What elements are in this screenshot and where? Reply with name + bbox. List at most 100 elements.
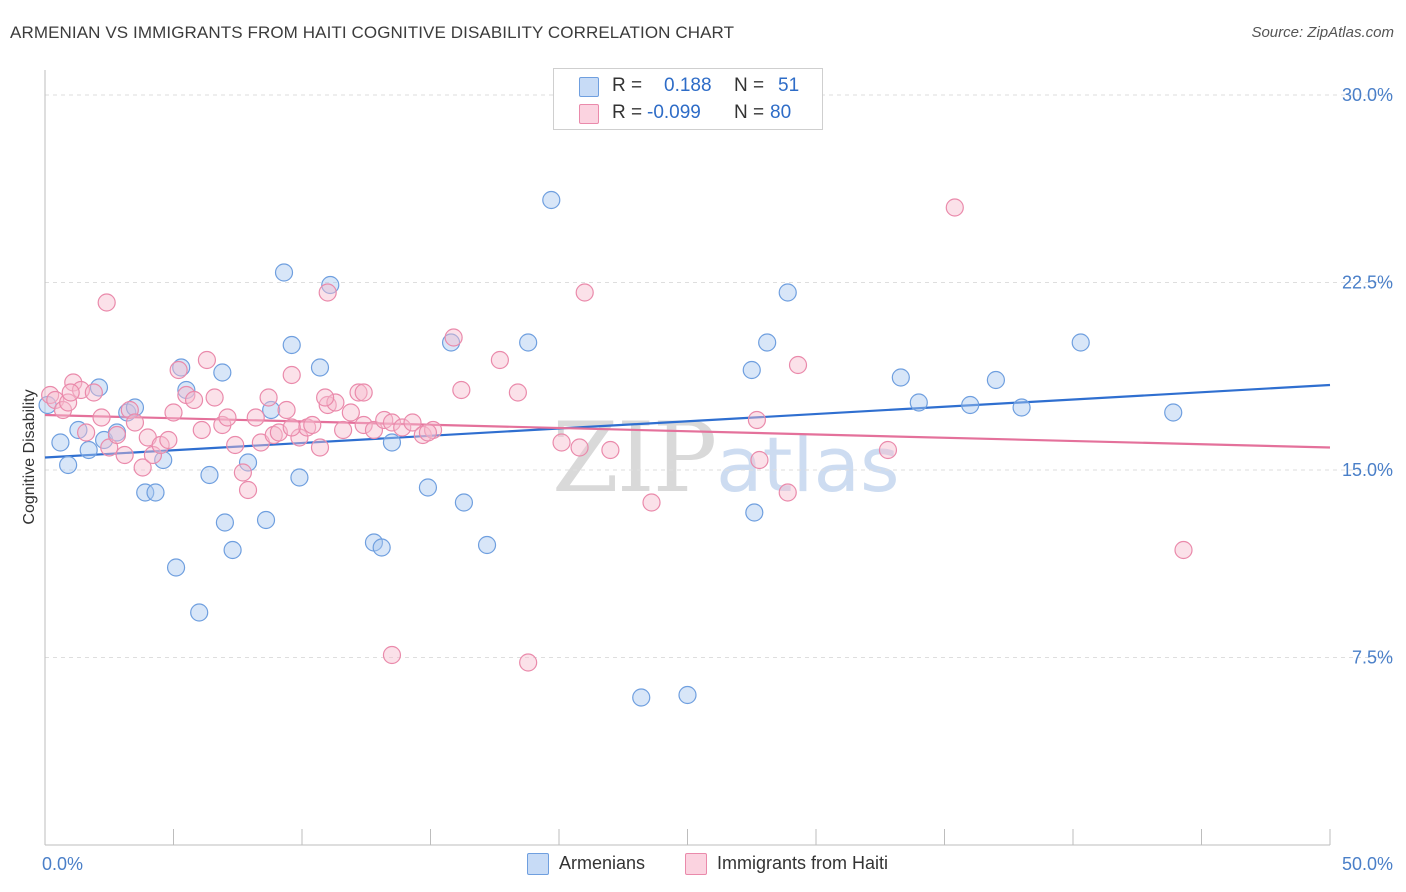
haiti-point-61 <box>552 433 571 452</box>
haiti-point-30 <box>238 480 258 500</box>
axes <box>44 70 1331 846</box>
haiti-point-79 <box>418 423 438 442</box>
armenian-point-12 <box>154 450 173 470</box>
haiti-n-label: N = <box>734 102 765 123</box>
haiti-point-69 <box>750 450 769 470</box>
haiti-point-73 <box>945 198 964 217</box>
haiti-point-49 <box>382 413 402 432</box>
armenians-swatch <box>579 77 599 97</box>
haiti-swatch <box>579 104 599 124</box>
haiti-point-60 <box>508 383 527 402</box>
armenian-point-22 <box>256 510 276 530</box>
haiti-point-25 <box>205 388 224 407</box>
armenian-point-41 <box>745 503 764 522</box>
armenian-point-16 <box>190 603 209 622</box>
armenian-point-5 <box>89 378 109 397</box>
haiti-trend-line <box>44 413 1331 449</box>
haiti-point-27 <box>218 408 237 427</box>
armenian-point-9 <box>125 398 145 417</box>
armenian-point-30 <box>372 538 391 557</box>
armenian-point-46 <box>961 395 980 415</box>
bottom-haiti-swatch <box>685 853 707 875</box>
legend-row-armenians: R = 0.188 N = 51 <box>554 73 820 99</box>
haiti-point-77 <box>282 418 301 437</box>
haiti-point-8 <box>92 408 111 427</box>
haiti-point-65 <box>642 493 661 512</box>
haiti-point-76 <box>354 383 373 402</box>
haiti-point-78 <box>316 388 335 407</box>
armenians-r-label: R = <box>612 75 643 96</box>
armenian-point-49 <box>1071 333 1090 352</box>
haiti-point-53 <box>423 420 443 440</box>
armenian-point-24 <box>274 263 294 282</box>
haiti-point-39 <box>298 418 317 437</box>
haiti-point-22 <box>184 390 204 410</box>
bottom-legend-haiti: Immigrants from Haiti <box>685 852 925 876</box>
haiti-point-46 <box>354 415 373 435</box>
haiti-point-34 <box>264 425 283 445</box>
armenian-point-47 <box>986 370 1006 390</box>
armenian-point-35 <box>477 535 497 555</box>
haiti-point-20 <box>169 360 188 380</box>
haiti-point-19 <box>164 403 183 422</box>
armenians-n-value: 51 <box>778 75 800 96</box>
haiti-point-37 <box>282 365 301 385</box>
armenian-point-1 <box>51 433 70 452</box>
haiti-point-14 <box>133 458 152 477</box>
haiti-n-value: 80 <box>770 102 792 123</box>
haiti-point-51 <box>403 413 422 432</box>
armenian-trend-line <box>44 383 1331 459</box>
source-label: Source: ZipAtlas.com <box>1251 24 1394 41</box>
x-tick-label-0: 0.0% <box>42 854 83 874</box>
haiti-point-29 <box>233 463 252 482</box>
haiti-point-57 <box>444 328 463 347</box>
armenian-point-45 <box>909 393 928 412</box>
chart-title: ARMENIAN VS IMMIGRANTS FROM HAITI COGNIT… <box>10 23 735 42</box>
haiti-point-18 <box>159 430 178 450</box>
armenian-point-17 <box>200 465 219 485</box>
haiti-point-59 <box>490 350 509 370</box>
armenian-point-18 <box>213 363 232 382</box>
armenian-point-43 <box>778 283 797 302</box>
haiti-point-40 <box>303 415 322 435</box>
armenian-point-31 <box>382 433 402 452</box>
x-tick-label-1: 50.0% <box>1342 854 1393 874</box>
armenian-point-33 <box>441 333 461 352</box>
haiti-point-28 <box>226 435 245 455</box>
armenians-r-value: 0.188 <box>664 75 712 96</box>
haiti-point-56 <box>349 383 368 402</box>
haiti-point-7 <box>84 383 103 402</box>
y-tick-label-3: 30.0% <box>1342 85 1393 105</box>
haiti-point-10 <box>107 425 127 445</box>
armenian-point-50 <box>1164 403 1183 422</box>
haiti-point-66 <box>519 653 538 672</box>
y-tick-label-0: 7.5% <box>1352 648 1393 668</box>
bottom-armenians-swatch <box>527 853 549 875</box>
bottom-armenians-label: Armenians <box>559 853 646 873</box>
armenian-point-32 <box>418 478 438 497</box>
haiti-point-74 <box>1174 540 1193 560</box>
haiti-r-label: R = <box>612 102 643 123</box>
grid-lines <box>45 94 1392 658</box>
data-points <box>38 190 1193 707</box>
haiti-point-68 <box>747 410 766 430</box>
armenian-point-39 <box>678 685 697 705</box>
legend-row-haiti: R = -0.099 N = 80 <box>554 100 820 126</box>
haiti-point-55 <box>318 283 337 302</box>
haiti-point-64 <box>601 440 620 460</box>
armenian-point-38 <box>632 688 651 707</box>
armenian-point-14 <box>172 358 191 377</box>
haiti-point-70 <box>778 483 797 502</box>
haiti-point-72 <box>878 440 898 460</box>
armenian-point-4 <box>79 440 98 460</box>
bottom-haiti-label: Immigrants from Haiti <box>717 853 889 873</box>
armenian-point-20 <box>223 540 242 560</box>
bottom-legend-armenians: Armenians <box>527 852 667 876</box>
armenian-point-34 <box>454 493 474 512</box>
y-axis-label: Cognitive Disability <box>21 389 38 524</box>
haiti-point-71 <box>788 355 808 375</box>
haiti-point-75 <box>61 383 80 402</box>
haiti-point-38 <box>290 428 309 447</box>
armenian-point-44 <box>891 368 910 387</box>
armenian-point-37 <box>542 190 561 210</box>
